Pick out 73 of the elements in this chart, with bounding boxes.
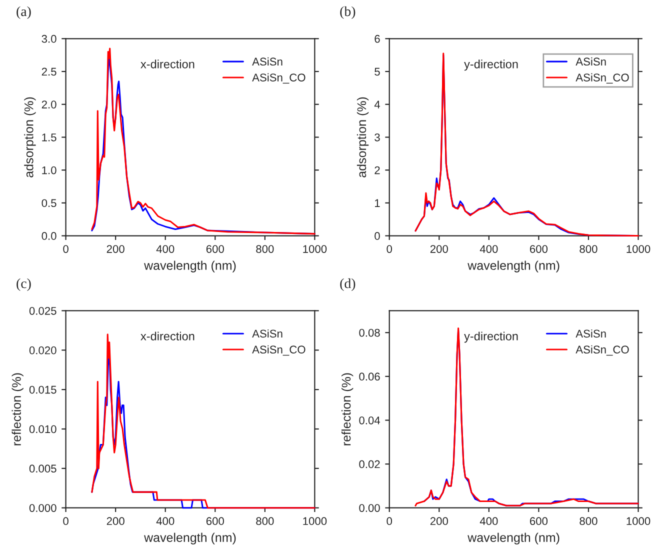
chart-title: (c) [16,278,31,291]
x-tick-label: 1000 [626,517,650,526]
legend-label: ASiSn [252,329,282,338]
x-tick-label: 600 [206,245,224,253]
annotation: x-direction [140,60,194,68]
x-tick-label: 800 [580,517,598,526]
x-tick-label: 200 [430,517,448,526]
x-tick-label: 400 [480,517,498,526]
y-tick-label: 3.0 [42,34,56,43]
y-tick-label: 1.5 [42,134,56,142]
y-tick-label: 0.005 [29,464,56,473]
y-tick-label: 1 [375,199,380,207]
x-tick-label: 1000 [303,245,327,253]
legend-label: ASiSn_CO [576,73,629,84]
x-tick-label: 600 [206,517,224,526]
y-tick-label: 2.5 [42,68,56,76]
x-tick-label: 400 [156,245,174,253]
y-tick-label: 5 [374,68,380,76]
x-axis-title: wavelength (nm) [468,260,560,272]
legend-label: ASiSn [576,57,606,66]
x-tick-label: 800 [256,517,274,526]
x-tick-label: 0 [63,517,68,526]
x-tick-label: 0 [63,245,68,253]
y-tick-label: 0.08 [359,328,380,337]
x-tick-label: 0 [386,517,392,526]
y-axis-title: adsorption (%) [356,97,369,178]
annotation: x-direction [140,332,194,340]
y-axis-title: reflection (%) [342,373,354,446]
y-tick-label: 1.0 [42,166,56,174]
x-tick-label: 800 [256,245,274,253]
legend-label: ASiSn_CO [252,345,306,356]
y-tick-label: 2 [374,166,380,174]
x-tick-label: 1000 [626,245,650,253]
y-tick-label: 0.015 [29,386,56,394]
chart-title: (d) [340,278,356,291]
x-tick-label: 200 [106,517,124,526]
legend-label: ASiSn [252,57,282,66]
legend-label: ASiSn_CO [576,345,629,356]
y-tick-label: 2.0 [42,100,56,108]
x-tick-label: 400 [156,517,174,526]
x-tick-label: 200 [106,245,124,253]
y-tick-label: 3 [374,133,380,142]
y-tick-label: 0.02 [359,460,380,468]
y-tick-label: 0.5 [42,199,56,208]
y-tick-label: 0.00 [359,504,380,512]
legend-label: ASiSn_CO [252,73,306,84]
y-tick-label: 0 [374,232,380,240]
y-tick-label: 4 [374,100,380,108]
x-tick-label: 400 [480,245,498,253]
x-tick-label: 0 [386,245,392,253]
y-tick-label: 6 [374,34,380,43]
x-axis-title: wavelength (nm) [144,260,236,272]
x-tick-label: 600 [530,245,548,253]
x-axis-title: wavelength (nm) [144,532,236,544]
x-tick-label: 1000 [303,517,327,526]
annotation: y-direction [464,332,518,343]
annotation: y-direction [464,60,518,71]
y-axis-title: adsorption (%) [24,97,36,178]
y-axis-title: reflection (%) [12,373,24,446]
y-tick-label: 0.010 [29,425,56,434]
x-axis-title: wavelength (nm) [468,532,560,544]
y-tick-label: 0.06 [359,372,380,381]
chart-title: (a) [16,6,31,19]
y-tick-label: 0.000 [29,504,56,512]
y-tick-label: 0.04 [359,416,380,424]
x-tick-label: 200 [430,245,448,253]
legend-label: ASiSn [576,329,606,338]
y-tick-label: 0.020 [29,346,56,354]
y-tick-label: 0.0 [42,232,56,240]
x-tick-label: 600 [530,517,548,526]
chart-title: (b) [340,6,356,19]
y-tick-label: 0.025 [29,306,56,315]
x-tick-label: 800 [580,245,598,253]
